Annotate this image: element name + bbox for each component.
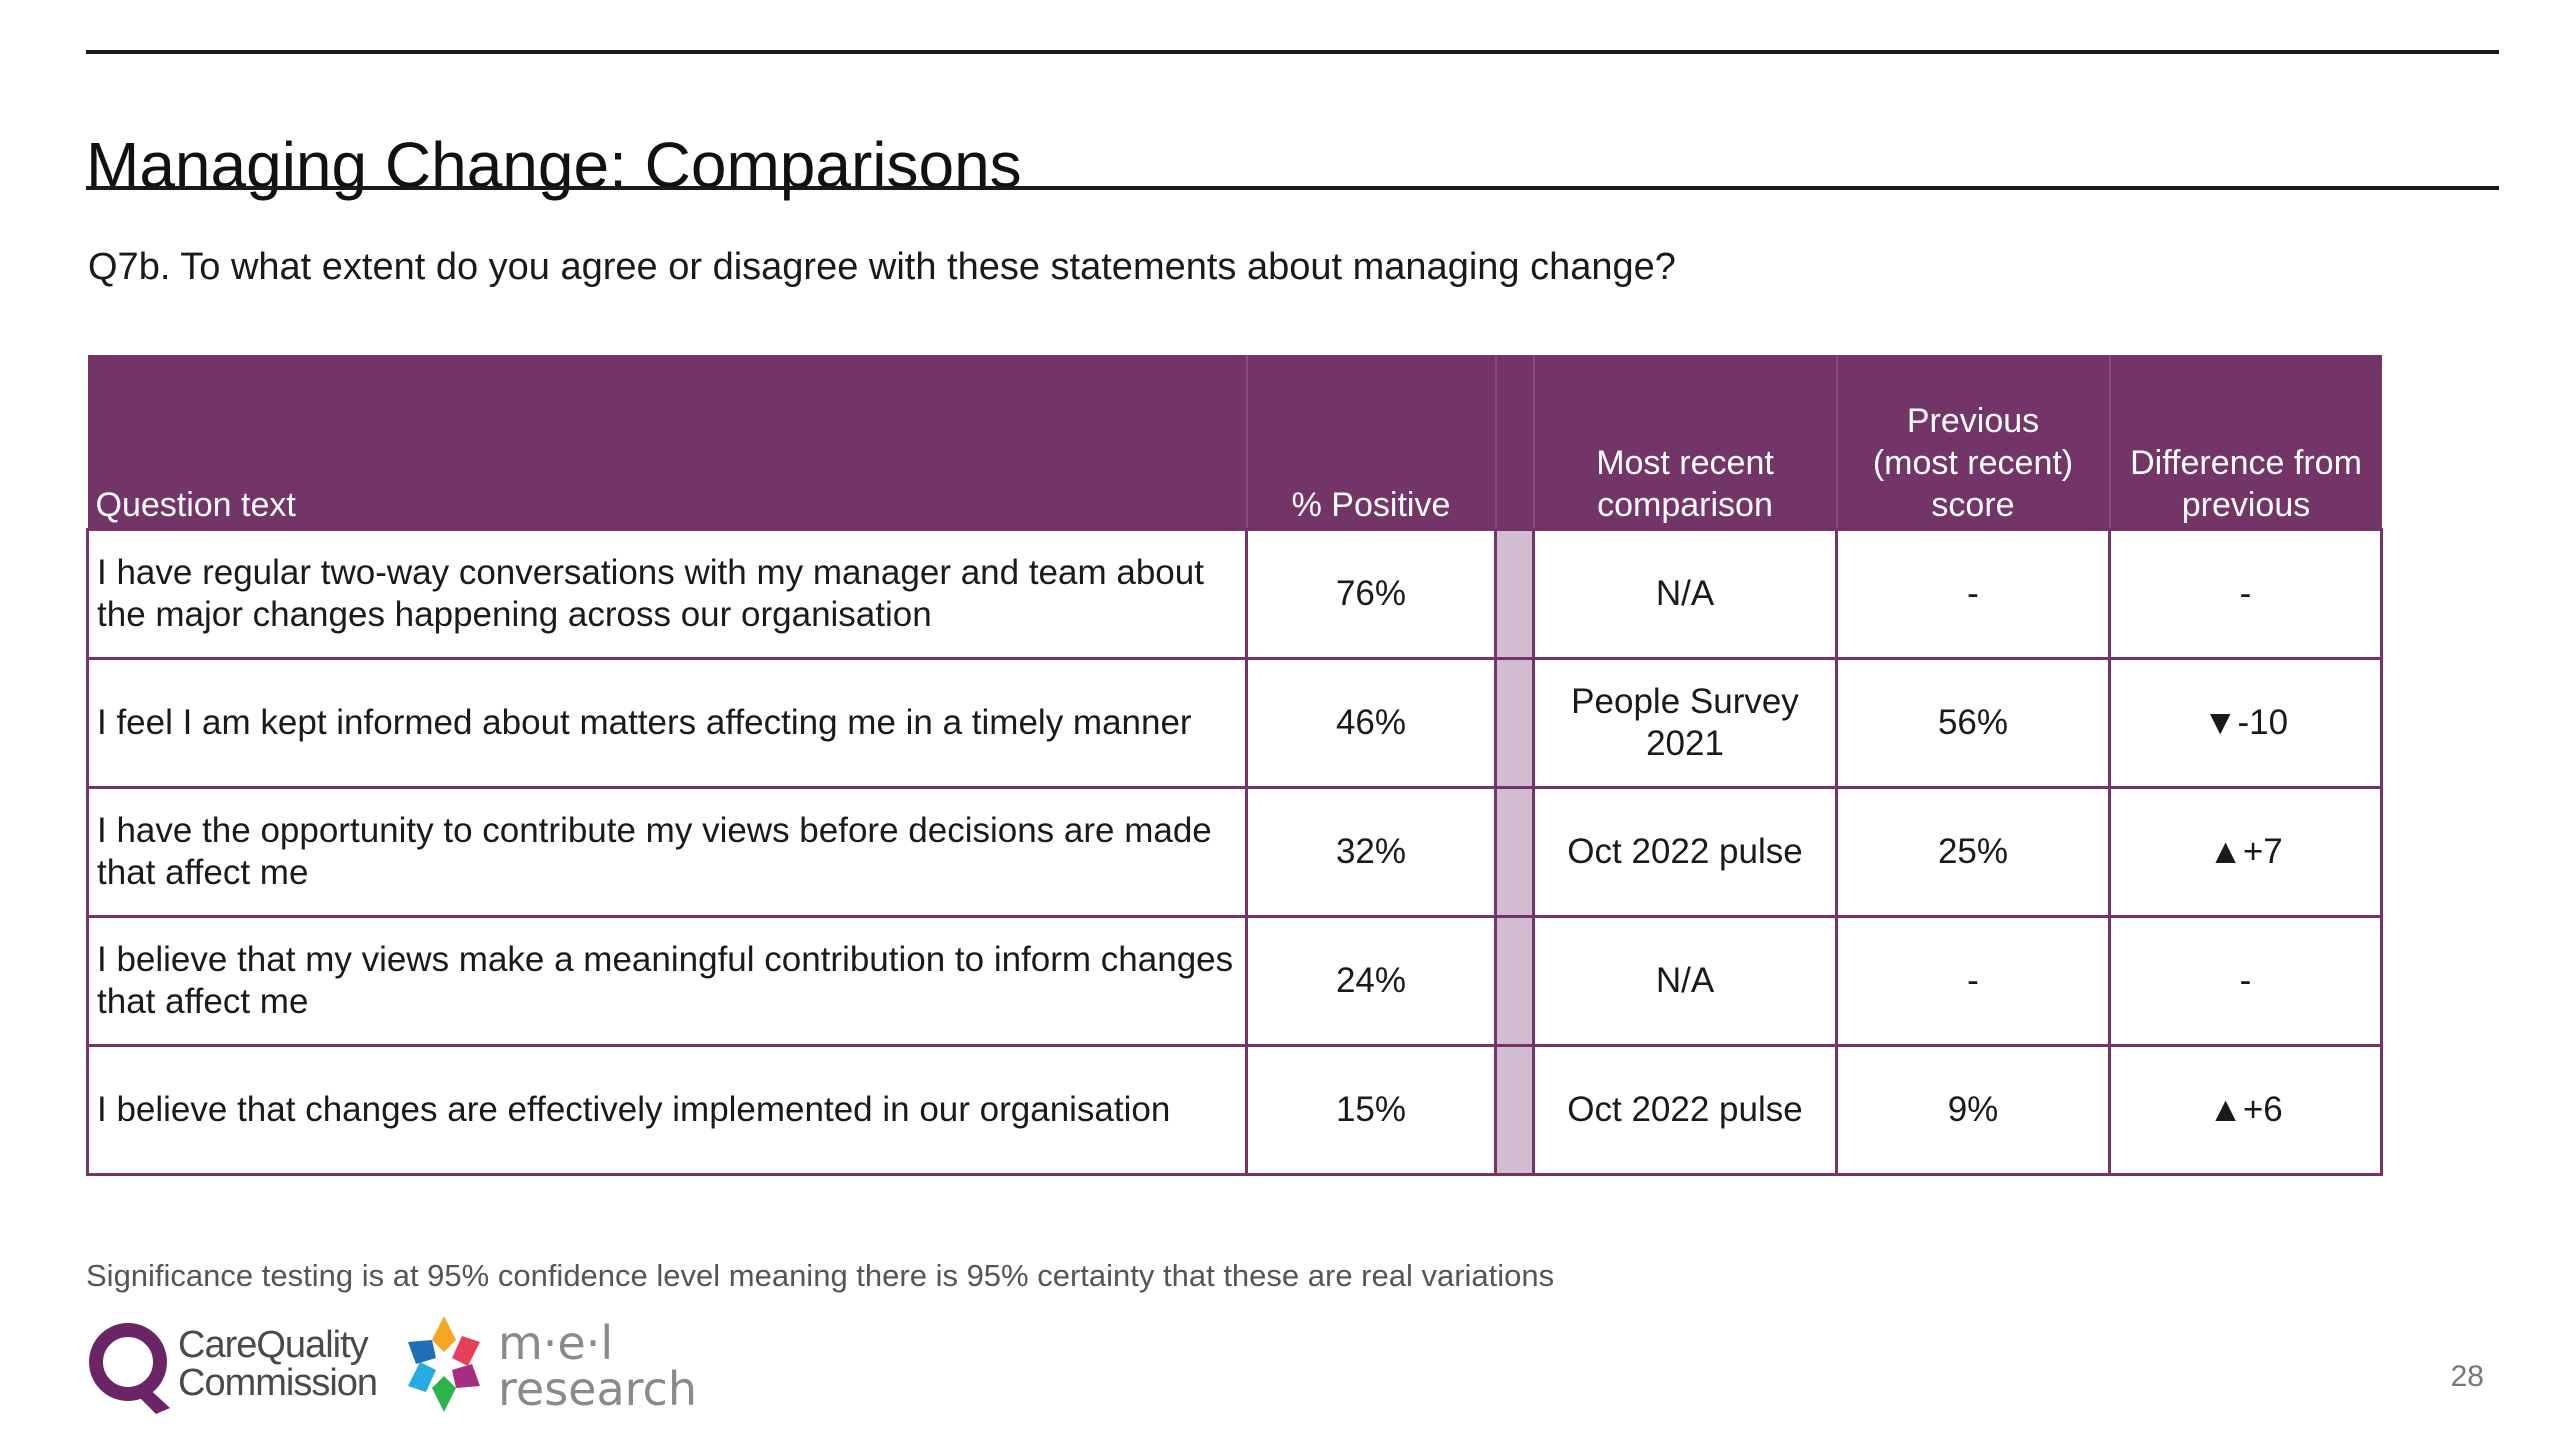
table-header-row: Question text % Positive Most recent com…: [87, 355, 2382, 529]
slide-title: Managing Change: Comparisons: [86, 128, 1022, 201]
mel-logo-line2: research: [498, 1362, 698, 1416]
header-difference-line2: previous: [2181, 485, 2311, 524]
row-question: I believe that changes are effectively i…: [86, 1043, 1248, 1176]
header-previous-line2: (most recent): [1872, 443, 2074, 482]
header-comparison-line1: Most recent: [1596, 443, 1774, 482]
row-gap: [1494, 914, 1535, 1047]
survey-question: Q7b. To what extent do you agree or disa…: [88, 246, 1676, 288]
row-positive: 24%: [1245, 914, 1497, 1047]
row-question: I have the opportunity to contribute my …: [86, 785, 1248, 918]
header-difference-line1: Difference from: [2130, 443, 2362, 482]
row-previous: -: [1835, 527, 2111, 660]
table-row: I have regular two-way conversations wit…: [86, 527, 2383, 660]
cqc-logo: CareQuality Commission: [86, 1318, 378, 1418]
cqc-q-icon: [89, 1323, 170, 1414]
row-comparison: Oct 2022 pulse: [1532, 1043, 1838, 1176]
cqc-logo-line1: CareQuality: [178, 1324, 369, 1366]
header-positive: % Positive: [1245, 355, 1496, 529]
header-gap: [1494, 355, 1534, 529]
table-row: I have the opportunity to contribute my …: [86, 785, 2383, 918]
row-question: I feel I am kept informed about matters …: [86, 656, 1248, 789]
row-difference: ▲+7: [2108, 785, 2383, 918]
table-row: I believe that changes are effectively i…: [86, 1043, 2383, 1176]
header-comparison-line2: comparison: [1597, 485, 1773, 524]
row-previous: 25%: [1835, 785, 2111, 918]
row-comparison: People Survey 2021: [1532, 656, 1838, 789]
row-previous: -: [1835, 914, 2111, 1047]
row-difference: -: [2108, 914, 2383, 1047]
row-gap: [1494, 1043, 1535, 1176]
row-difference: -: [2108, 527, 2383, 660]
cqc-logo-line2: Commission: [178, 1362, 378, 1404]
row-previous: 9%: [1835, 1043, 2111, 1176]
table-row: I believe that my views make a meaningfu…: [86, 914, 2383, 1047]
mel-logo-line1: m·e·l: [498, 1316, 614, 1370]
table-row: I feel I am kept informed about matters …: [86, 656, 2383, 789]
header-question-text: Question text: [87, 355, 1247, 529]
header-comparison: Most recent comparison: [1532, 355, 1837, 529]
mel-flower-icon: [408, 1316, 480, 1412]
row-comparison: Oct 2022 pulse: [1532, 785, 1838, 918]
row-difference: ▲+6: [2108, 1043, 2383, 1176]
row-positive: 15%: [1245, 1043, 1497, 1176]
row-difference: ▼-10: [2108, 656, 2383, 789]
significance-footnote: Significance testing is at 95% confidenc…: [86, 1258, 1555, 1293]
row-positive: 46%: [1245, 656, 1497, 789]
header-previous-line1: Previous: [1906, 401, 2040, 440]
mel-research-logo: m·e·l research: [396, 1312, 697, 1422]
page-number: 28: [2450, 1360, 2484, 1393]
top-rule: [86, 50, 2499, 54]
row-positive: 32%: [1245, 785, 1497, 918]
row-gap: [1494, 527, 1535, 660]
row-gap: [1494, 785, 1535, 918]
title-underline: [86, 186, 2499, 190]
header-difference: Difference from previous: [2108, 355, 2382, 529]
row-gap: [1494, 656, 1535, 789]
comparison-table: Question text % Positive Most recent com…: [86, 355, 2383, 1176]
header-previous: Previous (most recent) score: [1835, 355, 2110, 529]
row-question: I have regular two-way conversations wit…: [86, 527, 1248, 660]
row-comparison: N/A: [1532, 914, 1838, 1047]
header-previous-line3: score: [1931, 485, 2015, 524]
row-comparison: N/A: [1532, 527, 1838, 660]
row-previous: 56%: [1835, 656, 2111, 789]
row-positive: 76%: [1245, 527, 1497, 660]
row-question: I believe that my views make a meaningfu…: [86, 914, 1248, 1047]
